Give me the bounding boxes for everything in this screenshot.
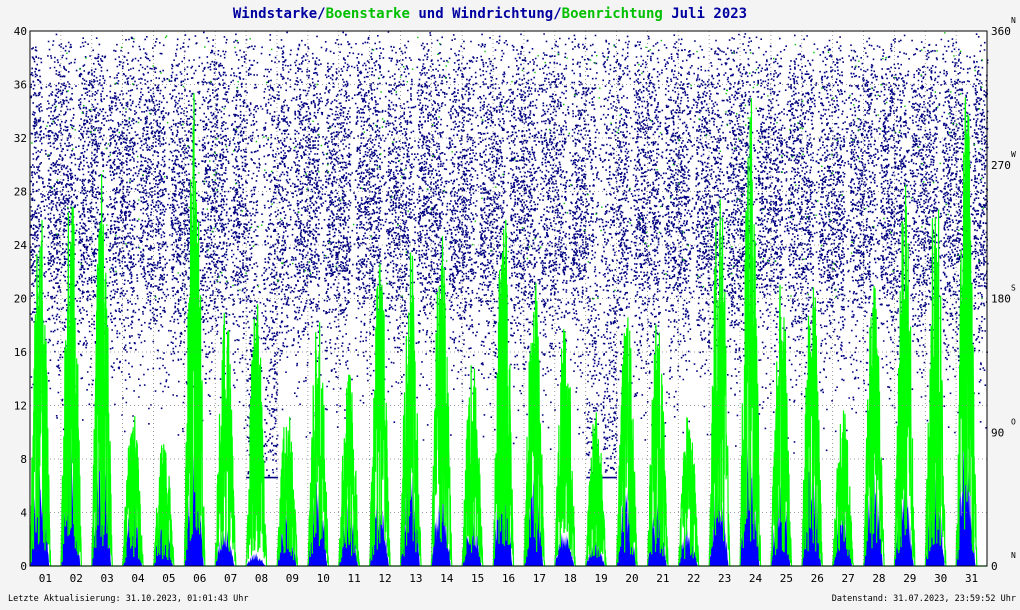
left-tick-4: 4	[20, 507, 27, 520]
wind-speed-day-17	[523, 479, 555, 566]
x-tick-23: 23	[718, 572, 731, 585]
right-tick-360: 360	[991, 25, 1011, 38]
title-part-0: Windstarke	[233, 6, 317, 22]
left-tick-16: 16	[14, 346, 27, 359]
x-tick-10: 10	[317, 572, 330, 585]
compass-label-0: N	[1011, 551, 1016, 560]
x-tick-25: 25	[780, 572, 793, 585]
wind-speed-day-26	[801, 452, 833, 566]
wind-direction-dots	[30, 31, 989, 479]
x-tick-04: 04	[131, 572, 145, 585]
plot-area	[29, 30, 989, 567]
wind-speed-day-10	[307, 475, 339, 566]
x-tick-06: 06	[193, 572, 206, 585]
x-tick-03: 03	[101, 572, 114, 585]
right-tick-0: 0	[991, 560, 998, 573]
footer-last-update: Letzte Aktualisierung: 31.10.2023, 01:01…	[8, 594, 249, 604]
title-part-6: Boenrichtung	[562, 6, 663, 22]
x-tick-31: 31	[965, 572, 978, 585]
left-tick-36: 36	[14, 79, 27, 92]
x-tick-09: 09	[286, 572, 299, 585]
left-axis-ticks: 0 4 8 12 16 20 24 28 32 36 40	[14, 25, 28, 573]
wind-speed-day-24	[740, 445, 771, 566]
right-tick-180: 180	[991, 293, 1011, 306]
x-tick-14: 14	[440, 572, 454, 585]
title-part-5: /	[553, 6, 561, 22]
x-tick-19: 19	[594, 572, 607, 585]
wind-speed-day-14	[431, 486, 463, 566]
wind-speed-day-22	[678, 527, 710, 566]
title-part-1: /	[317, 6, 325, 22]
wind-speed-day-5	[153, 504, 185, 566]
title-part-7: Juli 2023	[663, 6, 747, 22]
x-tick-28: 28	[872, 572, 885, 585]
x-tick-26: 26	[811, 572, 824, 585]
title-part-3: und	[410, 6, 452, 22]
x-tick-15: 15	[471, 572, 484, 585]
wind-speed-day-1	[30, 466, 61, 566]
x-axis-ticks: 01 02 03 04 05 06 07 08 09 10 11 12 13 14 15 16 17 18 19 20…	[39, 572, 978, 585]
x-tick-11: 11	[348, 572, 361, 585]
x-tick-02: 02	[70, 572, 83, 585]
x-tick-17: 17	[533, 572, 546, 585]
x-tick-29: 29	[903, 572, 916, 585]
wind-speed-day-29	[894, 488, 926, 566]
x-tick-30: 30	[934, 572, 947, 585]
left-tick-40: 40	[14, 25, 27, 38]
wind-speed-day-25	[770, 479, 802, 566]
left-tick-28: 28	[14, 186, 27, 199]
title-part-2: Boenstarke	[326, 6, 410, 22]
left-tick-20: 20	[14, 293, 27, 306]
x-tick-20: 20	[625, 572, 638, 585]
x-tick-05: 05	[162, 572, 175, 585]
x-tick-08: 08	[255, 572, 268, 585]
wind-speed-day-19	[585, 540, 617, 566]
wind-speed-day-11	[338, 503, 370, 566]
x-tick-27: 27	[841, 572, 854, 585]
right-tick-270: 270	[991, 159, 1011, 172]
x-tick-24: 24	[749, 572, 763, 585]
wind-direction-points	[30, 31, 989, 479]
chart-title: Windstarke/Boenstarke und Windrichtung/B…	[233, 6, 747, 22]
right-tick-90: 90	[991, 426, 1004, 439]
left-tick-12: 12	[14, 400, 27, 413]
x-tick-12: 12	[378, 572, 391, 585]
x-tick-07: 07	[224, 572, 237, 585]
footer-data-status: Datenstand: 31.07.2023, 23:59:52 Uhr	[832, 594, 1016, 604]
left-tick-24: 24	[14, 239, 28, 252]
left-tick-8: 8	[20, 453, 27, 466]
compass-label-360: N	[1011, 16, 1016, 25]
x-tick-01: 01	[39, 572, 52, 585]
x-tick-16: 16	[502, 572, 515, 585]
wind-speed-day-18	[554, 532, 586, 566]
compass-label-180: S	[1011, 284, 1016, 293]
x-tick-22: 22	[687, 572, 700, 585]
left-tick-0: 0	[20, 560, 27, 573]
plot-border	[29, 30, 988, 567]
x-tick-13: 13	[409, 572, 422, 585]
compass-label-90: O	[1011, 417, 1016, 426]
title-part-4: Windrichtung	[452, 6, 553, 22]
left-tick-32: 32	[14, 132, 27, 145]
compass-label-270: W	[1011, 150, 1016, 159]
x-tick-18: 18	[564, 572, 577, 585]
x-tick-21: 21	[656, 572, 669, 585]
wind-speed-day-8	[246, 552, 277, 566]
